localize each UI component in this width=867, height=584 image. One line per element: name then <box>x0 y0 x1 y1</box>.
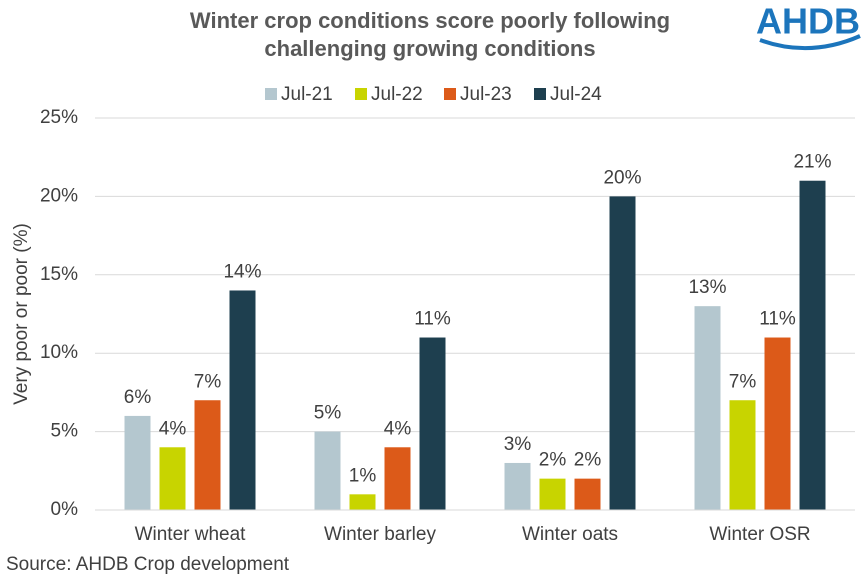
value-label: 1% <box>349 465 377 486</box>
bar <box>159 447 186 510</box>
bar <box>419 337 446 510</box>
value-label: 13% <box>688 277 726 298</box>
value-label: 2% <box>574 450 602 471</box>
x-tick-label: Winter OSR <box>709 524 810 545</box>
value-label: 14% <box>223 261 261 282</box>
chart-title: Winter crop conditions score poorly foll… <box>190 8 670 33</box>
legend-label: Jul-22 <box>371 84 423 105</box>
value-label: 3% <box>504 434 532 455</box>
bar <box>124 415 151 510</box>
logo: AHDB <box>756 1 860 42</box>
legend-swatch <box>534 88 546 100</box>
legend-swatch <box>444 88 456 100</box>
value-label: 7% <box>194 371 222 392</box>
y-tick-label: 25% <box>40 107 78 128</box>
y-tick-label: 5% <box>51 421 79 442</box>
value-label: 6% <box>124 387 152 408</box>
value-label: 4% <box>384 418 412 439</box>
bar <box>574 478 601 510</box>
bar <box>539 478 566 510</box>
bar <box>764 337 791 510</box>
value-label: 21% <box>793 152 831 173</box>
x-tick-label: Winter barley <box>324 524 436 545</box>
chart-title: challenging growing conditions <box>264 36 595 61</box>
legend-label: Jul-23 <box>460 84 512 105</box>
bar <box>349 494 376 510</box>
source: Source: AHDB Crop development <box>6 554 290 575</box>
bar <box>609 196 636 510</box>
value-label: 20% <box>603 167 641 188</box>
bar <box>384 447 411 510</box>
value-label: 11% <box>759 309 796 330</box>
bar <box>314 431 341 510</box>
x-tick-label: Winter wheat <box>135 524 247 545</box>
y-tick-label: 15% <box>40 264 78 285</box>
value-label: 2% <box>539 450 567 471</box>
value-label: 7% <box>729 371 757 392</box>
value-label: 5% <box>314 403 342 424</box>
logo-swoosh <box>759 34 861 51</box>
legend-label: Jul-24 <box>550 84 602 105</box>
y-axis-label: Very poor or poor (%) <box>11 223 32 405</box>
x-tick-label: Winter oats <box>522 524 618 545</box>
legend-swatch <box>265 88 277 100</box>
y-tick-label: 10% <box>40 342 78 363</box>
legend-label: Jul-21 <box>281 84 333 105</box>
bar <box>504 462 531 510</box>
bar <box>694 306 721 510</box>
value-label: 4% <box>159 418 187 439</box>
y-tick-label: 20% <box>40 185 78 206</box>
bar <box>799 180 826 510</box>
bar <box>229 290 256 510</box>
y-tick-label: 0% <box>51 499 79 520</box>
value-label: 11% <box>414 309 451 330</box>
legend-swatch <box>355 88 367 100</box>
bar <box>194 400 221 510</box>
bar <box>729 400 756 510</box>
